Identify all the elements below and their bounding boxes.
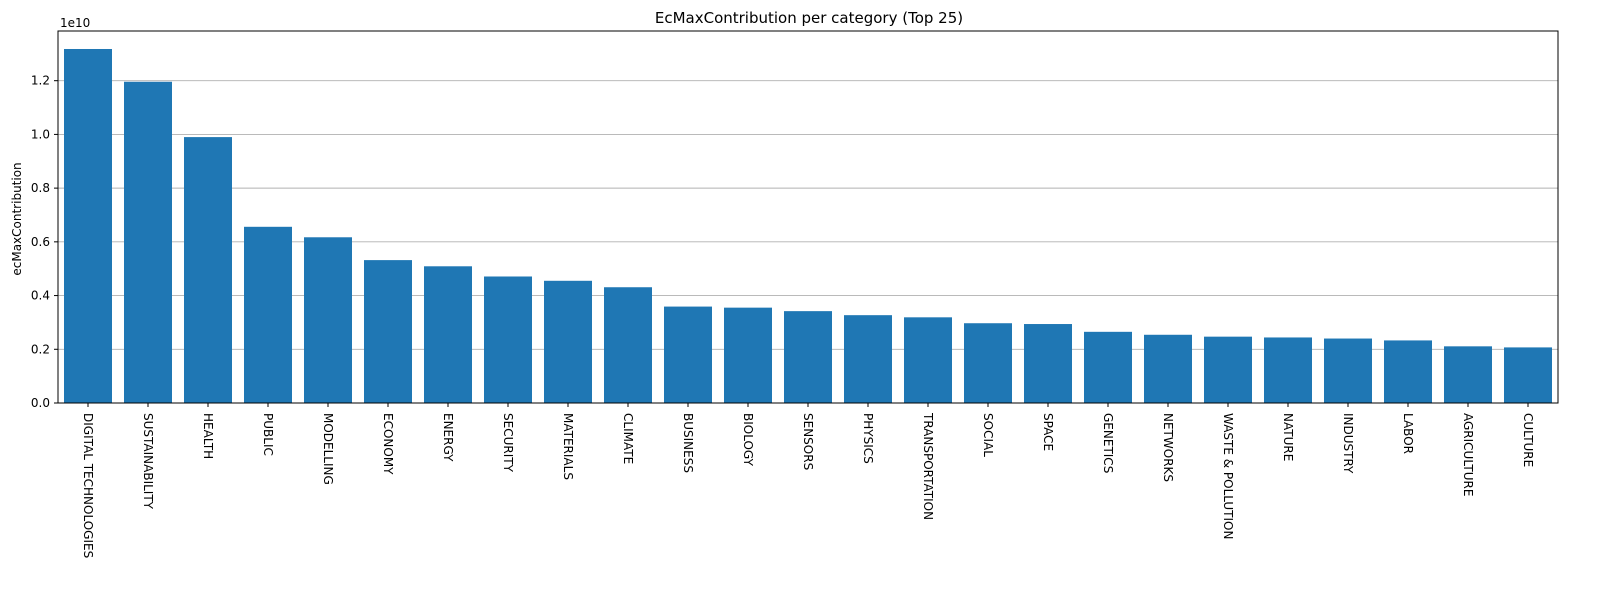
bar-nature — [1264, 337, 1312, 403]
bar-health — [184, 137, 232, 403]
x-tick-label: INDUSTRY — [1341, 413, 1355, 474]
chart-title: EcMaxContribution per category (Top 25) — [655, 9, 963, 27]
bar-social — [964, 323, 1012, 403]
x-tick-label: PUBLIC — [261, 413, 275, 456]
bar-economy — [364, 260, 412, 403]
x-tick-label: SENSORS — [801, 413, 815, 470]
x-tick-label: GENETICS — [1101, 413, 1115, 473]
x-tick-label: MODELLING — [321, 413, 335, 485]
bar-public — [244, 226, 292, 403]
bar-business — [664, 306, 712, 403]
y-tick-label: 0.8 — [31, 181, 50, 195]
x-tick-label: SOCIAL — [981, 413, 995, 457]
y-tick-label: 0.2 — [31, 342, 50, 356]
x-tick-label: ENERGY — [441, 413, 455, 462]
bar-networks — [1144, 334, 1192, 403]
bar-security — [484, 276, 532, 403]
bar-biology — [724, 307, 772, 403]
bar-sustainability — [124, 81, 172, 403]
x-tick-label: MATERIALS — [561, 413, 575, 480]
bar-agriculture — [1444, 346, 1492, 403]
bar-culture — [1504, 347, 1552, 403]
bar-space — [1024, 324, 1072, 403]
y-tick-label: 0.4 — [31, 289, 50, 303]
bar-climate — [604, 287, 652, 403]
x-tick-label: SECURITY — [501, 413, 515, 473]
bar-materials — [544, 280, 592, 403]
bar-industry — [1324, 338, 1372, 403]
x-tick-label: SPACE — [1041, 413, 1055, 451]
y-tick-label: 1.0 — [31, 127, 50, 141]
bar-waste-pollution — [1204, 336, 1252, 403]
x-tick-label: SUSTAINABILITY — [141, 413, 155, 510]
y-ticks: 0.0 0.2 0.4 0.6 0.8 1.0 1.2 — [31, 74, 58, 410]
bar-physics — [844, 315, 892, 403]
x-tick-label: DIGITAL TECHNOLOGIES — [81, 413, 95, 558]
x-tick-label: WASTE & POLLUTION — [1221, 413, 1235, 539]
bar-modelling — [304, 237, 352, 403]
y-axis-label: ecMaxContribution — [10, 162, 24, 275]
bar-transportation — [904, 317, 952, 403]
y-tick-label: 0.0 — [31, 396, 50, 410]
x-ticks: DIGITAL TECHNOLOGIES SUSTAINABILITY HEALTH… — [81, 403, 1535, 558]
y-axis-offset-label: 1e10 — [60, 16, 90, 30]
x-tick-label: BUSINESS — [681, 413, 695, 473]
x-tick-label: ECONOMY — [381, 413, 395, 475]
bar-digital-technologies — [64, 48, 112, 403]
x-tick-label: CULTURE — [1521, 413, 1535, 467]
bars — [64, 48, 1552, 403]
bar-labor — [1384, 340, 1432, 403]
x-tick-label: TRANSPORTATION — [921, 412, 935, 520]
bar-sensors — [784, 311, 832, 403]
x-tick-label: AGRICULTURE — [1461, 413, 1475, 496]
x-tick-label: CLIMATE — [621, 413, 635, 464]
x-tick-label: NATURE — [1281, 413, 1295, 461]
x-tick-label: LABOR — [1401, 413, 1415, 454]
x-tick-label: NETWORKS — [1161, 413, 1175, 482]
x-tick-label: PHYSICS — [861, 413, 875, 464]
bar-energy — [424, 266, 472, 403]
x-tick-label: HEALTH — [201, 413, 215, 459]
x-tick-label: BIOLOGY — [741, 413, 755, 467]
y-tick-label: 0.6 — [31, 235, 50, 249]
bar-genetics — [1084, 331, 1132, 403]
y-tick-label: 1.2 — [31, 74, 50, 88]
